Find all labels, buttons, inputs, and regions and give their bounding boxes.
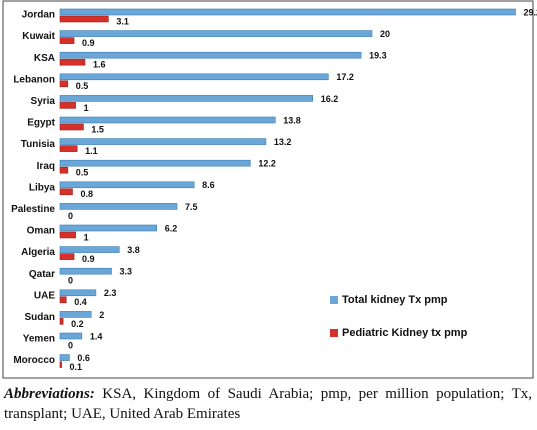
bar: [59, 30, 373, 37]
bar: [59, 361, 62, 368]
bar: [59, 95, 314, 102]
caption: Abbreviations: KSA, Kingdom of Saudi Ara…: [4, 384, 532, 424]
bar: [59, 224, 158, 232]
bar: [59, 8, 516, 16]
value-label: 1.4: [90, 331, 103, 341]
bar: [59, 289, 97, 297]
bar: [59, 354, 70, 361]
value-label: 1: [84, 232, 89, 242]
category-label: Qatar: [29, 269, 55, 280]
value-label: 13.8: [283, 115, 301, 125]
value-label: 0: [68, 211, 73, 221]
value-label: 3.8: [127, 245, 140, 255]
bar: [59, 123, 84, 131]
bar: [59, 231, 76, 239]
category-label: Sudan: [24, 312, 55, 323]
value-label: 1: [84, 103, 89, 113]
value-label: 0.5: [76, 81, 89, 91]
bar: [59, 15, 109, 23]
bar: [59, 73, 329, 81]
value-label: 1.6: [93, 60, 106, 70]
category-label: Oman: [27, 226, 55, 237]
value-label: 13.2: [274, 137, 292, 147]
value-label: 3.3: [119, 267, 132, 277]
bar: [59, 203, 178, 210]
value-label: 2: [99, 310, 104, 320]
category-label: Yemen: [23, 334, 55, 345]
category-label: Morocco: [13, 355, 55, 366]
category-label: Palestine: [11, 204, 55, 215]
value-label: 8.6: [202, 180, 215, 190]
value-label: 16.2: [321, 94, 339, 104]
caption-label: Abbreviations:: [4, 386, 95, 402]
legend-label: Pediatric Kidney tx pmp: [342, 327, 468, 339]
bar: [59, 311, 92, 318]
value-label: 0.9: [82, 38, 95, 48]
bar: [59, 267, 112, 275]
value-label: 0: [68, 276, 73, 286]
category-label: Tunisia: [21, 139, 56, 150]
bar: [59, 166, 69, 174]
value-label: 0.2: [71, 319, 84, 329]
value-label: 0.6: [77, 353, 90, 363]
value-label: 0.5: [76, 168, 89, 178]
bar: [59, 102, 76, 109]
bar: [59, 246, 120, 253]
chart: Jordan29.23.1Kuwait200.9KSA19.31.6Lebano…: [2, 0, 537, 379]
chart-border: [2, 0, 534, 379]
value-label: 20: [380, 29, 390, 39]
value-label: 0.9: [82, 254, 95, 264]
bar: [59, 159, 251, 167]
category-label: Iraq: [37, 161, 55, 172]
bar: [59, 138, 267, 145]
value-label: 0.4: [74, 297, 87, 307]
value-label: 17.2: [336, 72, 354, 82]
bar: [59, 80, 69, 88]
category-label: Kuwait: [22, 31, 55, 42]
bar: [59, 37, 75, 44]
bar: [59, 318, 64, 325]
category-label: UAE: [34, 290, 55, 301]
legend-swatch: [330, 329, 338, 337]
value-label: 2.3: [104, 288, 117, 298]
category-label: Lebanon: [13, 74, 55, 85]
value-label: 1.1: [85, 146, 98, 156]
value-label: 29.2: [524, 7, 537, 17]
bar: [59, 58, 86, 66]
category-label: Egypt: [27, 118, 55, 129]
category-label: Jordan: [22, 10, 55, 21]
value-label: 19.3: [369, 51, 387, 61]
caption-text: KSA, Kingdom of Saudi Arabia; pmp, per m…: [4, 386, 532, 422]
value-label: 7.5: [185, 202, 198, 212]
category-label: Algeria: [21, 247, 55, 258]
legend-label: Total kidney Tx pmp: [342, 294, 448, 306]
bar: [59, 51, 362, 59]
bar: [59, 332, 83, 340]
category-label: Syria: [31, 96, 56, 107]
bar: [59, 145, 78, 152]
bar: [59, 181, 195, 189]
legend-swatch: [330, 296, 338, 304]
value-label: 3.1: [116, 16, 129, 26]
bar: [59, 116, 276, 124]
bar: [59, 253, 75, 260]
category-label: KSA: [34, 53, 55, 64]
bar: [59, 296, 67, 304]
value-label: 0.1: [70, 362, 83, 372]
value-label: 6.2: [165, 223, 178, 233]
value-label: 12.2: [258, 159, 276, 169]
value-label: 0: [68, 340, 73, 350]
category-label: Libya: [29, 182, 56, 193]
value-label: 1.5: [91, 124, 104, 134]
bar: [59, 188, 73, 196]
value-label: 0.8: [80, 189, 93, 199]
